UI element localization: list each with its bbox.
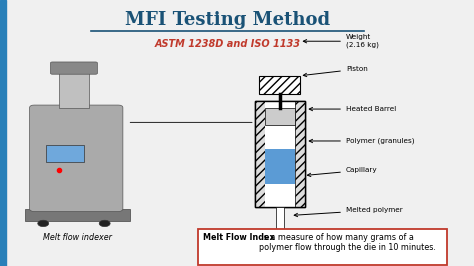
- Bar: [265, 149, 295, 184]
- FancyBboxPatch shape: [51, 62, 97, 74]
- Bar: [295, 101, 305, 207]
- Text: MFI Testing Method: MFI Testing Method: [125, 11, 330, 29]
- Bar: [46, 145, 84, 162]
- Bar: [265, 101, 295, 207]
- Text: ASTM 1238D and ISO 1133: ASTM 1238D and ISO 1133: [155, 39, 301, 49]
- Bar: [255, 101, 305, 207]
- Bar: [25, 209, 130, 221]
- Text: Capillary: Capillary: [308, 167, 377, 177]
- Text: Melted polymer: Melted polymer: [294, 207, 402, 217]
- Text: Weight
(2.16 kg): Weight (2.16 kg): [303, 35, 379, 48]
- Bar: [255, 101, 265, 207]
- Text: Melt flow indexer: Melt flow indexer: [43, 233, 112, 242]
- Bar: [59, 73, 89, 108]
- Bar: [0, 0, 6, 266]
- Bar: [255, 101, 305, 207]
- Text: Heated Barrel: Heated Barrel: [309, 106, 396, 112]
- Circle shape: [38, 220, 49, 227]
- Circle shape: [99, 220, 110, 227]
- Text: Melt Flow Index: Melt Flow Index: [203, 233, 275, 242]
- Text: Polymer (granules): Polymer (granules): [309, 138, 414, 144]
- Bar: [259, 76, 301, 94]
- Text: Piston: Piston: [303, 66, 368, 77]
- Text: is a measure of how many grams of a
polymer flow through the die in 10 minutes.: is a measure of how many grams of a poly…: [259, 233, 436, 252]
- Bar: [198, 229, 447, 265]
- Bar: [276, 207, 284, 231]
- Bar: [265, 108, 295, 125]
- FancyBboxPatch shape: [29, 105, 123, 211]
